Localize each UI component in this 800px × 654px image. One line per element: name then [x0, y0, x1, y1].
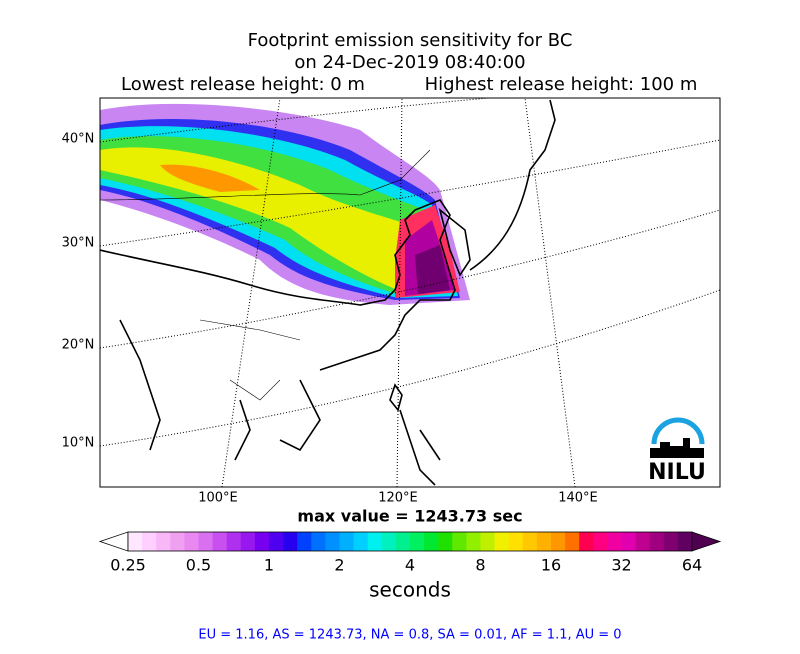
colorbar-segment [283, 532, 298, 551]
colorbar-segment [339, 532, 355, 551]
colorbar-segment [170, 532, 185, 551]
colorbar-segment [142, 532, 157, 551]
colorbar-segment [367, 532, 383, 551]
title-line: on 24-Dec-2019 08:40:00 [294, 52, 525, 73]
colorbar-tick-label: 16 [541, 556, 561, 575]
lat-label: 10°N [62, 436, 95, 451]
lon-label: 120°E [378, 491, 418, 506]
colorbar-segment [452, 532, 467, 551]
colorbar-tick-label: 4 [405, 556, 415, 575]
colorbar-segment [663, 532, 679, 551]
colorbar-end [691, 531, 722, 552]
colorbar-tick-label: 0.5 [186, 556, 211, 575]
colorbar-segment [466, 532, 481, 551]
colorbar-segment [381, 532, 397, 551]
colorbar-label: seconds [369, 578, 451, 602]
colorbar-segment [593, 532, 608, 551]
colorbar-tick-label: 0.25 [110, 556, 146, 575]
colorbar-segment [226, 532, 242, 551]
map: NILU [100, 98, 720, 487]
colorbar-segment [156, 532, 171, 551]
lon-label: 140°E [558, 491, 598, 506]
lat-label: 20°N [62, 338, 95, 353]
colorbar-segment [480, 532, 496, 551]
footer: EU = 1.16, AS = 1243.73, NA = 0.8, SA = … [198, 628, 621, 643]
colorbar-segment [536, 532, 552, 551]
lat-label: 30°N [62, 236, 95, 251]
colorbar-segment [395, 532, 411, 551]
colorbar-segment [128, 532, 143, 551]
colorbar-segment [579, 532, 594, 551]
colorbar-segment [198, 532, 214, 551]
colorbar-segment [621, 532, 637, 551]
colorbar-segment [551, 532, 566, 551]
colorbar-segment [494, 532, 510, 551]
release-lowest: Lowest release height: 0 m [121, 74, 365, 95]
colorbar-segment [410, 532, 425, 551]
colorbar-segment [424, 532, 439, 551]
colorbar-tick-label: 1 [264, 556, 274, 575]
colorbar-segment [522, 532, 538, 551]
colorbar-segment [635, 532, 651, 551]
colorbar-segment [240, 532, 256, 551]
colorbar-segment [677, 532, 693, 551]
colorbar-segment [438, 532, 453, 551]
colorbar-segment [212, 532, 228, 551]
colorbar-segment [311, 532, 326, 551]
lat-label: 40°N [62, 132, 95, 147]
map-frame [99, 97, 721, 488]
colorbar-segment [184, 532, 199, 551]
title-line: Footprint emission sensitivity for BC [248, 30, 573, 51]
lon-label: 100°E [198, 491, 238, 506]
colorbar-segment [508, 532, 524, 551]
colorbar-segment [254, 532, 270, 551]
colorbar-tick-label: 8 [475, 556, 485, 575]
colorbar-end [98, 531, 129, 552]
release-highest: Highest release height: 100 m [425, 74, 698, 95]
colorbar-segment [565, 532, 580, 551]
colorbar-segment [649, 532, 665, 551]
colorbar-segment [607, 532, 622, 551]
colorbar-segment [325, 532, 340, 551]
colorbar-segment [269, 532, 284, 551]
max-value: max value = 1243.73 sec [297, 507, 522, 526]
colorbar: 0.25 0.5 1 2 4 8 16 32 64 [98, 531, 722, 575]
colorbar-segment [297, 532, 312, 551]
colorbar-frame [127, 531, 693, 552]
colorbar-segment [353, 532, 369, 551]
colorbar-tick-label: 64 [682, 556, 702, 575]
logo-text: NILU [648, 460, 706, 485]
colorbar-tick-label: 2 [334, 556, 344, 575]
colorbar-tick-label: 32 [611, 556, 631, 575]
